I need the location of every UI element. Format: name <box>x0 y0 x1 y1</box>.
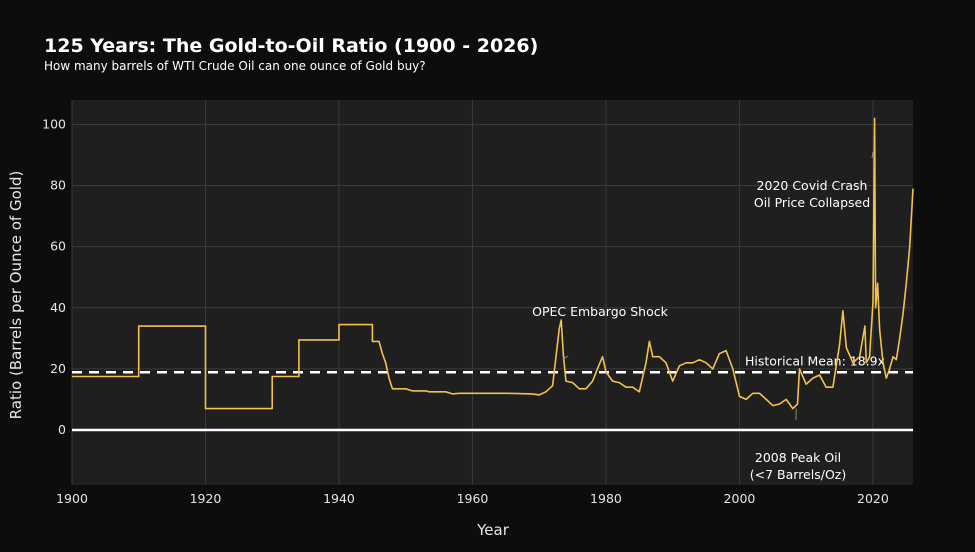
x-tick-label: 2000 <box>724 491 756 506</box>
y-tick-label: 60 <box>50 239 66 254</box>
y-tick-label: 80 <box>50 178 66 193</box>
x-tick-label: 1960 <box>457 491 489 506</box>
annotation-arrow <box>871 151 874 159</box>
y-tick-label: 40 <box>50 300 66 315</box>
annotation-opec-text: OPEC Embargo Shock <box>532 304 668 319</box>
chart-title: 125 Years: The Gold-to-Oil Ratio (1900 -… <box>44 35 538 57</box>
series-line <box>72 117 914 410</box>
x-tick-label: 1980 <box>590 491 622 506</box>
x-tick-label: 1940 <box>323 491 355 506</box>
annotation-covid-text: 2020 Covid Crash <box>757 178 868 193</box>
y-axis-ticks: 0 20 40 60 80 100 <box>42 116 66 437</box>
plot-area <box>72 100 913 485</box>
annotation-covid-text: Oil Price Collapsed <box>754 195 870 210</box>
y-axis-label: Ratio (Barrels per Ounce of Gold) <box>7 171 25 420</box>
x-tick-label: 2020 <box>857 491 889 506</box>
y-tick-label: 0 <box>58 422 66 437</box>
annotations: OPEC Embargo Shock 2020 Covid Crash Oil Pr… <box>532 151 874 482</box>
series-layer <box>72 117 914 410</box>
x-axis-label: Year <box>476 521 510 539</box>
mean-label: Historical Mean: 18.9x <box>745 353 885 368</box>
x-axis-ticks: 1900 1920 1940 1960 1980 2000 2020 <box>56 491 889 506</box>
annotation-arrow <box>562 355 569 361</box>
y-tick-label: 100 <box>42 116 66 131</box>
x-tick-label: 1920 <box>190 491 222 506</box>
x-tick-label: 1900 <box>56 491 88 506</box>
annotation-2008-text: 2008 Peak Oil <box>755 450 841 465</box>
y-tick-label: 20 <box>50 361 66 376</box>
gridlines <box>71 100 913 485</box>
chart-subtitle: How many barrels of WTI Crude Oil can on… <box>44 59 426 73</box>
annotation-2008-text: (<7 Barrels/Oz) <box>750 467 846 482</box>
